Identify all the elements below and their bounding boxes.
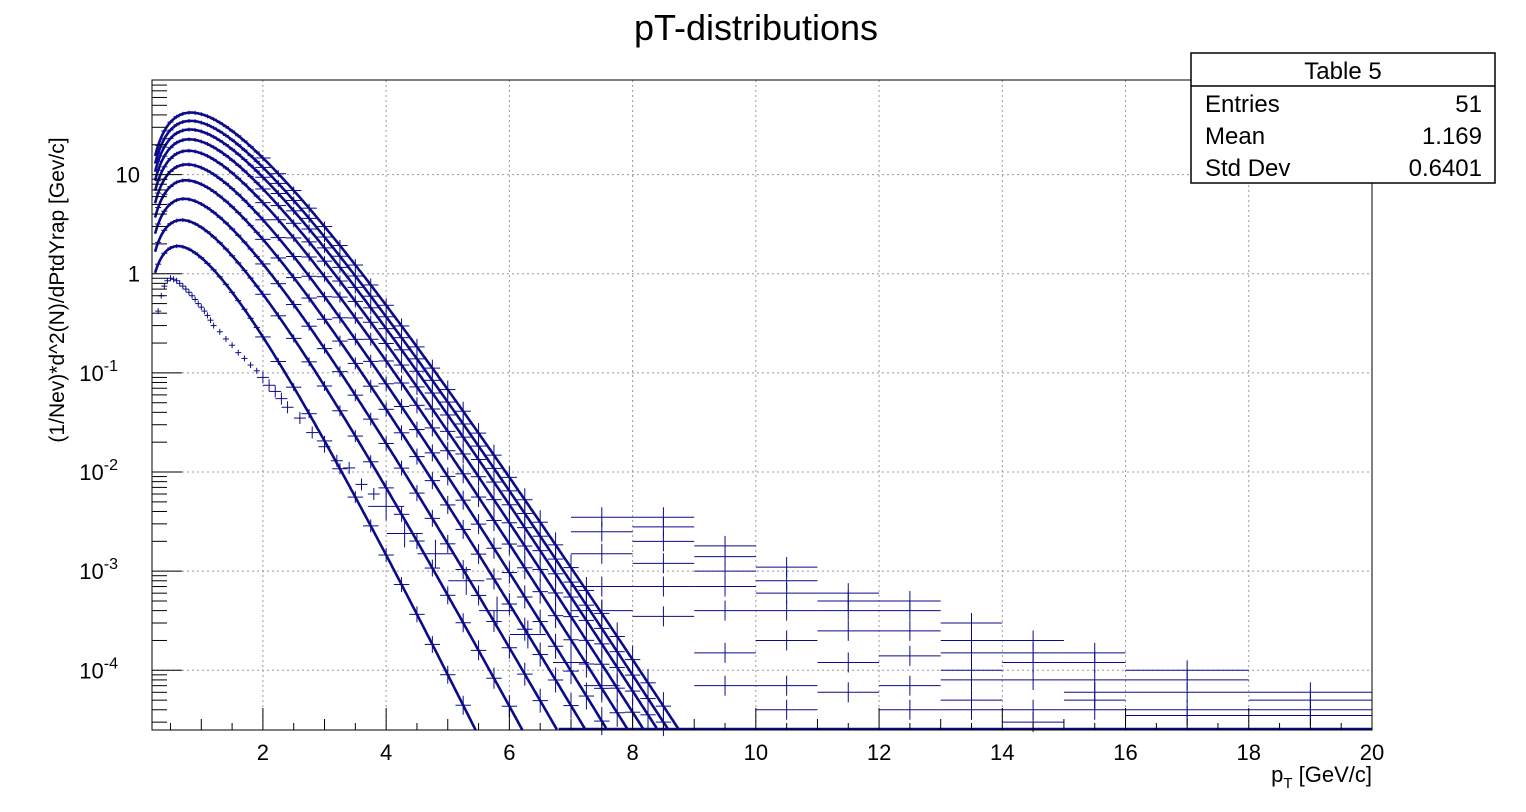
y-tick-label: 10 [116, 163, 140, 188]
y-tick-label: 1 [128, 262, 140, 287]
stats-entries-label: Entries [1205, 91, 1280, 118]
y-tick-label: 10-4 [79, 655, 118, 683]
y-axis-label: (1/Nev)*d^2(N)/dPtdYrap [Gev/c] [46, 137, 69, 442]
data-points [155, 110, 1372, 737]
stats-box: Table 5 Entries 51 Mean 1.169 Std Dev 0.… [1190, 52, 1496, 184]
x-axis-label: pT [GeV/c] [1271, 762, 1372, 792]
stats-stddev-value: 0.6401 [1409, 155, 1482, 182]
x-tick-label: 12 [867, 740, 891, 765]
fit-curve [153, 111, 680, 731]
x-tick-label: 6 [503, 740, 515, 765]
fit-curve [153, 179, 587, 730]
stats-stddev-label: Std Dev [1205, 155, 1290, 182]
stats-mean-label: Mean [1205, 123, 1265, 150]
x-tick-label: 8 [626, 740, 638, 765]
fit-curve [153, 218, 524, 731]
x-tick-label: 14 [990, 740, 1014, 765]
chart-title: pT-distributions [634, 7, 878, 48]
x-tick-label: 16 [1113, 740, 1137, 765]
fit-curve [153, 128, 658, 729]
grid-lines [152, 80, 1373, 730]
fit-curve [153, 149, 629, 730]
y-axis-ticks: 10-4 10-3 10-2 10-1 1 10 [79, 79, 182, 723]
fit-curves [153, 111, 1372, 731]
fit-curve [153, 197, 558, 731]
y-tick-label: 10-1 [79, 358, 118, 386]
fit-curve [153, 138, 645, 730]
x-tick-label: 2 [257, 740, 269, 765]
fit-curve [153, 244, 477, 731]
x-axis-ticks: 2 4 6 8 10 12 14 16 18 20 [169, 708, 1384, 765]
fit-curve [153, 163, 608, 729]
fit-curve [153, 119, 669, 730]
plot-frame [151, 79, 1373, 731]
stats-title: Table 5 [1304, 58, 1381, 85]
y-tick-label: 10-3 [79, 556, 118, 584]
stats-entries-value: 51 [1455, 91, 1482, 118]
x-tick-label: 10 [744, 740, 768, 765]
stats-mean-value: 1.169 [1422, 123, 1482, 150]
x-tick-label: 4 [380, 740, 392, 765]
x-tick-label: 18 [1237, 740, 1261, 765]
x-tick-label: 20 [1360, 740, 1384, 765]
y-tick-label: 10-2 [79, 457, 118, 485]
